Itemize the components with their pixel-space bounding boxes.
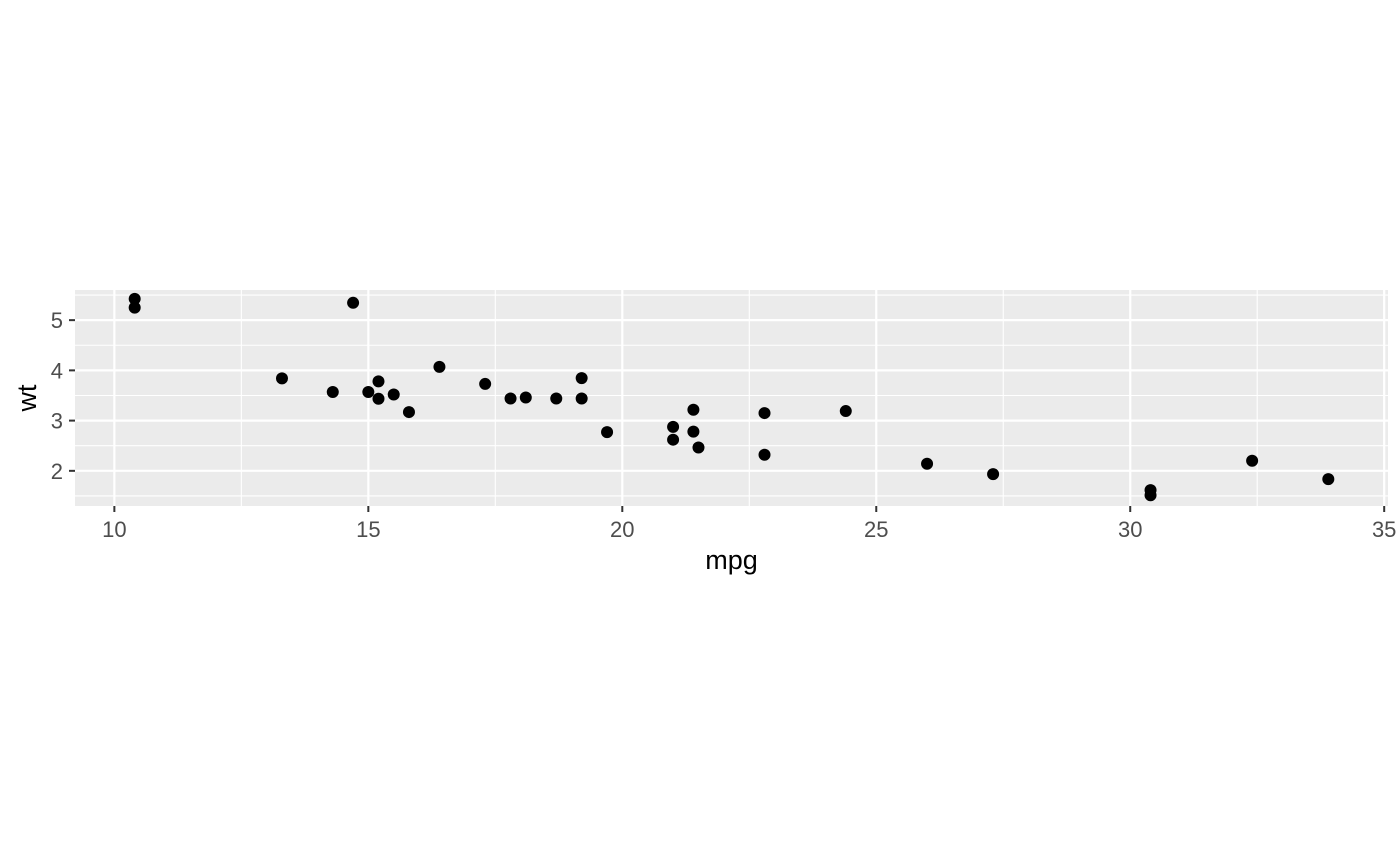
data-point [519,391,532,404]
x-tick-label: 25 [864,517,888,542]
data-point [667,433,680,446]
x-axis: 10 15 20 25 30 35 [102,506,1396,542]
data-point [128,292,141,305]
data-point [667,420,680,433]
data-point [402,406,415,419]
data-point [275,372,288,385]
data-point [1322,473,1335,486]
data-point [692,441,705,454]
data-point [575,372,588,385]
y-tick-label: 3 [51,409,63,434]
plot-panel [75,290,1388,506]
data-point [433,360,446,373]
y-tick-label: 4 [51,358,63,383]
x-tick-label: 15 [356,517,380,542]
data-point [687,403,700,416]
data-point [921,457,934,470]
x-tick-label: 20 [610,517,634,542]
data-point [387,388,400,401]
data-point [372,392,385,405]
data-point [987,468,1000,481]
y-axis-title: wt [12,384,42,412]
data-point [326,385,339,398]
x-tick-label: 10 [102,517,126,542]
data-point [347,296,360,309]
minor-grid [75,290,1388,506]
y-axis: 2 3 4 5 [51,308,75,484]
y-tick-label: 5 [51,308,63,333]
major-grid [75,290,1388,506]
data-point [758,407,771,420]
x-tick-label: 35 [1372,517,1396,542]
x-tick-label: 30 [1118,517,1142,542]
data-point [758,448,771,461]
data-point [687,425,700,438]
data-point [575,392,588,405]
data-point [479,377,492,390]
data-point [1144,489,1157,502]
data-point [372,375,385,388]
data-point [550,392,563,405]
data-point [128,301,141,314]
data-point [839,405,852,418]
data-point [362,385,375,398]
data-points [128,292,1335,502]
data-point [601,426,614,439]
x-axis-title: mpg [705,545,758,575]
y-tick-label: 2 [51,459,63,484]
data-point [1246,454,1259,467]
data-point [504,392,517,405]
